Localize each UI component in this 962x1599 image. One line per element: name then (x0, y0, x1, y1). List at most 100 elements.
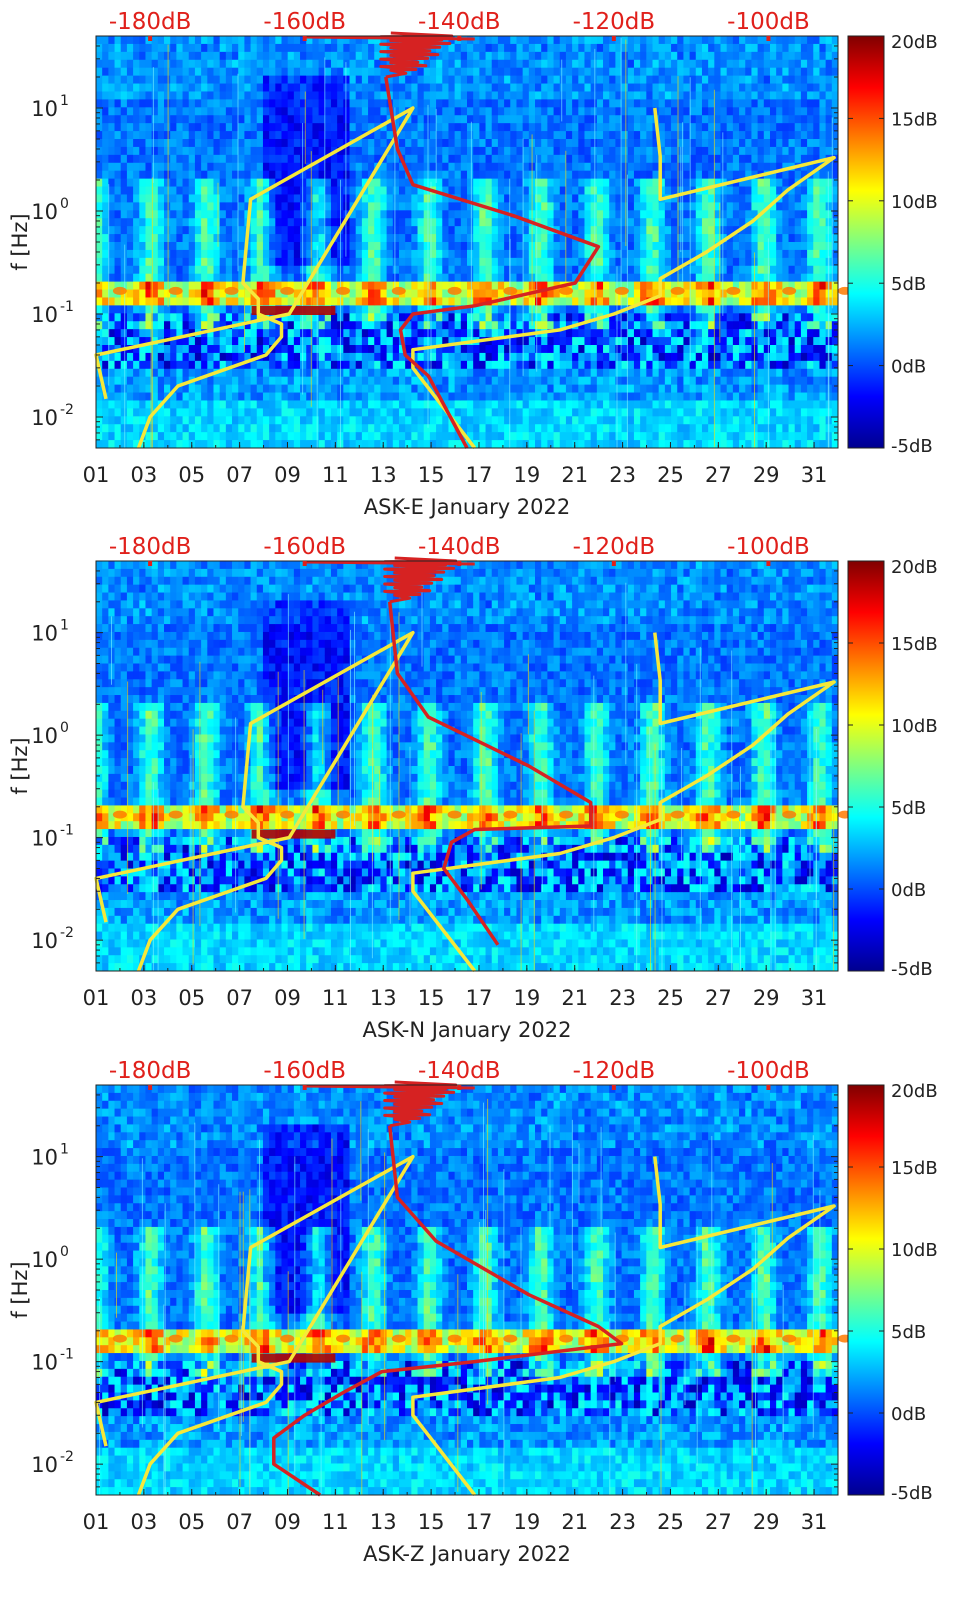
spectrogram-cell (355, 416, 363, 425)
spectrogram-cell (516, 424, 524, 433)
spectrogram-cell (145, 321, 153, 330)
spectrogram-cell (145, 400, 153, 409)
spectrogram-cell (300, 43, 307, 53)
spectrogram-cell (460, 392, 468, 401)
spectrogram-cell (374, 384, 381, 393)
spectrogram-cell (133, 210, 140, 219)
spectrogram-cell (213, 329, 221, 338)
spectrogram-cell (559, 242, 567, 251)
spectrogram-cell (133, 170, 140, 180)
spectrogram-cell (473, 67, 480, 77)
spectrogram-cell (429, 226, 437, 235)
spectrogram-cell (553, 91, 561, 100)
spectrogram-cell (380, 91, 388, 100)
spectrogram-cell (547, 273, 554, 283)
spectrogram-cell (126, 202, 134, 211)
spectrogram-cell (207, 313, 214, 322)
spectrogram-cell (219, 107, 227, 116)
spectrogram-cell (361, 36, 369, 45)
spectrogram-cell (262, 345, 270, 354)
spectrogram-cell (578, 75, 585, 84)
spectrogram-cell (219, 123, 227, 132)
spectrogram-cell (300, 424, 307, 433)
spectrogram-cell (262, 131, 270, 140)
spectrogram-cell (157, 440, 165, 449)
spectrogram-cell (497, 432, 505, 441)
spectrogram-cell (504, 265, 511, 275)
spectrogram-cell (330, 432, 338, 441)
spectrogram-cell (467, 131, 474, 140)
spectrogram-cell (535, 376, 542, 386)
spectrogram-cell (300, 392, 307, 401)
spectrogram-cell (225, 265, 233, 275)
spectrogram-cell (349, 257, 357, 267)
spectrogram-cell (151, 154, 159, 164)
spectrogram-cell (572, 36, 579, 45)
spectrogram-cell (244, 273, 251, 283)
spectrogram-cell (157, 257, 165, 267)
spectrogram-cell (145, 257, 153, 267)
spectrogram-cell (535, 146, 542, 156)
spectrogram-cell (386, 329, 394, 338)
spectrogram-cell (423, 289, 431, 298)
spectrogram-cell (133, 51, 140, 61)
spectrogram-cell (374, 305, 381, 314)
spectrogram-cell (349, 107, 357, 116)
spectrogram-cell (232, 123, 239, 132)
spectrogram-cell (120, 329, 128, 338)
spectrogram-cell (126, 408, 134, 417)
spectrogram-cell (108, 36, 115, 45)
spectrogram-cell (640, 36, 647, 45)
spectrogram-cell (633, 75, 641, 84)
spectrogram-cell (306, 139, 313, 148)
spectrogram-cell (145, 186, 153, 195)
spectrogram-cell (448, 43, 456, 53)
spectrogram-cell (664, 226, 672, 235)
spectrogram-cell (664, 170, 672, 180)
spectrogram-cell (417, 194, 425, 203)
spectrogram-cell (541, 337, 548, 346)
spectrogram-cell (640, 249, 647, 259)
spectrogram-cell (460, 83, 468, 92)
spectrogram-cell (392, 273, 400, 283)
spectrogram-cell (256, 83, 264, 92)
spectrogram-cell (541, 107, 548, 116)
spectrogram-cell (671, 392, 678, 401)
spectrogram-cell (683, 162, 690, 172)
spectrogram-cell (232, 139, 239, 148)
spectrogram-cell (262, 368, 270, 378)
spectrogram-cell (473, 440, 480, 449)
spectrogram-cell (664, 67, 672, 77)
spectrogram-cell (615, 376, 622, 386)
spectrogram-cell (225, 408, 233, 417)
spectrogram-cell (467, 265, 474, 275)
spectrogram-cell (392, 234, 400, 243)
spectrogram-cell (225, 51, 233, 61)
spectrogram-cell (213, 226, 221, 235)
spectrogram-cell (541, 75, 548, 84)
spectrogram-cell (386, 123, 394, 132)
spectrogram-cell (646, 202, 653, 211)
spectrogram-cell (287, 210, 295, 219)
spectrogram-cell (504, 249, 511, 259)
spectrogram-cell (497, 305, 505, 314)
spectrogram-cell (250, 67, 258, 77)
spectrogram-cell (541, 91, 548, 100)
spectrogram-cell (386, 424, 394, 433)
spectrogram-cell (281, 154, 289, 164)
spectrogram-cell (102, 432, 109, 441)
spectrogram-cell (120, 408, 128, 417)
spectrogram-cell (652, 384, 660, 393)
spectrogram-cell (281, 242, 289, 251)
spectrogram-cell (355, 337, 363, 346)
spectrogram-cell (176, 154, 183, 164)
spectrogram-cell (448, 337, 456, 346)
spectrogram-cell (188, 424, 196, 433)
spectrogram-cell (417, 249, 425, 259)
spectrogram-cell (102, 329, 109, 338)
spectrogram-cell (225, 131, 233, 140)
spectrogram-cell (596, 281, 604, 290)
spectrogram-cell (213, 352, 221, 362)
spectrogram-cell (170, 321, 177, 330)
spectrogram-cell (516, 321, 524, 330)
